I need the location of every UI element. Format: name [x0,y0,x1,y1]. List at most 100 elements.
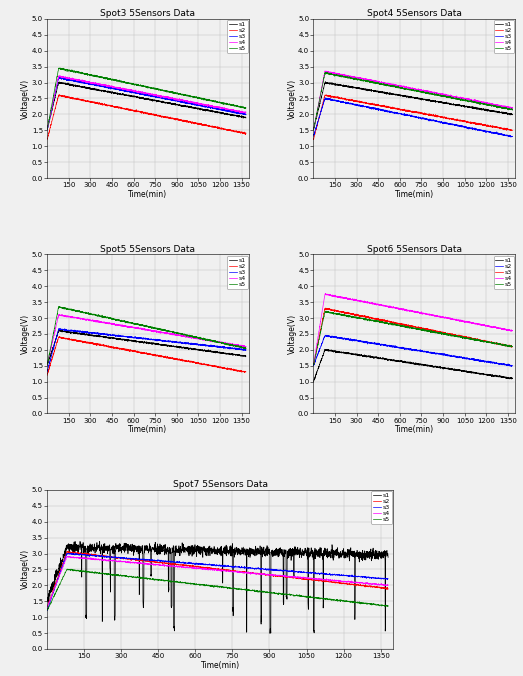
s4 [56,72,63,80]
Line: s1: s1 [47,329,246,365]
Line: s5: s5 [313,72,512,130]
s2 [385,585,391,593]
s5 [237,343,243,351]
s2 [375,583,381,592]
s1 [135,337,142,345]
Line: s2: s2 [47,337,246,375]
s2 [313,577,319,585]
s3 [62,556,68,564]
s2 [62,553,68,561]
s1 [237,351,243,359]
s1 [310,126,316,134]
s3 [237,345,243,354]
Legend: s1, s2, s3, s4, s5: s1, s2, s3, s4, s5 [227,20,247,53]
s5 [503,341,509,349]
s4 [322,67,328,75]
Y-axis label: Voltage(V): Voltage(V) [288,78,297,118]
s3 [310,360,316,368]
s5 [310,361,316,369]
s2 [321,95,327,103]
Line: s1: s1 [313,82,512,130]
s1 [56,325,63,333]
s5 [56,302,62,310]
s1 [385,554,391,562]
s3 [243,346,249,354]
s2 [402,345,408,353]
s4 [310,360,316,368]
X-axis label: Time(min): Time(min) [128,425,167,434]
s3 [54,330,61,338]
s3 [210,561,217,569]
s4 [375,580,381,588]
s2 [54,337,61,345]
Title: Spot4 5Sensors Data: Spot4 5Sensors Data [367,9,462,18]
s5 [313,594,319,602]
s4 [201,101,207,109]
s2 [375,583,381,591]
s3 [504,341,510,349]
s1 [54,330,61,338]
s5 [509,106,515,114]
s2 [323,91,329,99]
Line: s3: s3 [47,553,388,610]
s3 [201,560,208,569]
s1 [467,103,473,111]
s2 [407,107,414,115]
s1 [243,114,249,122]
s2 [504,126,510,135]
s1 [310,378,316,386]
Line: s2: s2 [47,95,246,139]
Line: s2: s2 [47,552,388,607]
s4 [44,126,50,134]
s2 [407,345,413,353]
Line: s3: s3 [313,308,512,364]
s4 [237,108,243,116]
s1 [407,359,413,367]
s3 [504,341,510,349]
s4 [310,125,316,133]
Line: s2: s2 [313,335,512,366]
s2 [201,564,207,572]
s4 [467,318,473,327]
s4 [375,581,381,589]
s1 [503,375,509,383]
s4 [503,326,509,334]
s2 [509,126,515,135]
s4 [504,326,510,334]
Line: s5: s5 [313,311,512,365]
s5 [385,602,391,610]
X-axis label: Time(min): Time(min) [200,660,240,669]
s4 [385,581,391,589]
s5 [54,310,61,318]
s1 [504,109,510,117]
s5 [135,80,142,89]
s5 [201,95,207,103]
Line: s1: s1 [313,349,512,382]
s5 [201,582,207,590]
s4 [141,89,147,97]
s3 [509,343,515,351]
s5 [375,600,381,608]
s2 [237,367,243,375]
s5 [509,343,515,351]
s5 [402,84,408,93]
s3 [237,110,243,118]
Line: s4: s4 [47,314,246,365]
Legend: s1, s2, s3, s4, s5: s1, s2, s3, s4, s5 [494,20,514,53]
Y-axis label: Voltage(V): Voltage(V) [21,78,30,118]
X-axis label: Time(min): Time(min) [395,189,434,199]
Line: s4: s4 [47,556,388,607]
s4 [54,78,61,87]
Title: Spot6 5Sensors Data: Spot6 5Sensors Data [367,245,462,254]
s5 [56,64,62,72]
s3 [321,310,327,318]
s4 [201,564,207,573]
s5 [407,86,413,94]
s2 [141,349,147,357]
s5 [321,313,327,321]
Line: s1: s1 [47,82,246,130]
X-axis label: Time(min): Time(min) [128,189,167,199]
Title: Spot5 5Sensors Data: Spot5 5Sensors Data [100,245,196,254]
s4 [201,335,207,343]
s2 [509,362,515,370]
